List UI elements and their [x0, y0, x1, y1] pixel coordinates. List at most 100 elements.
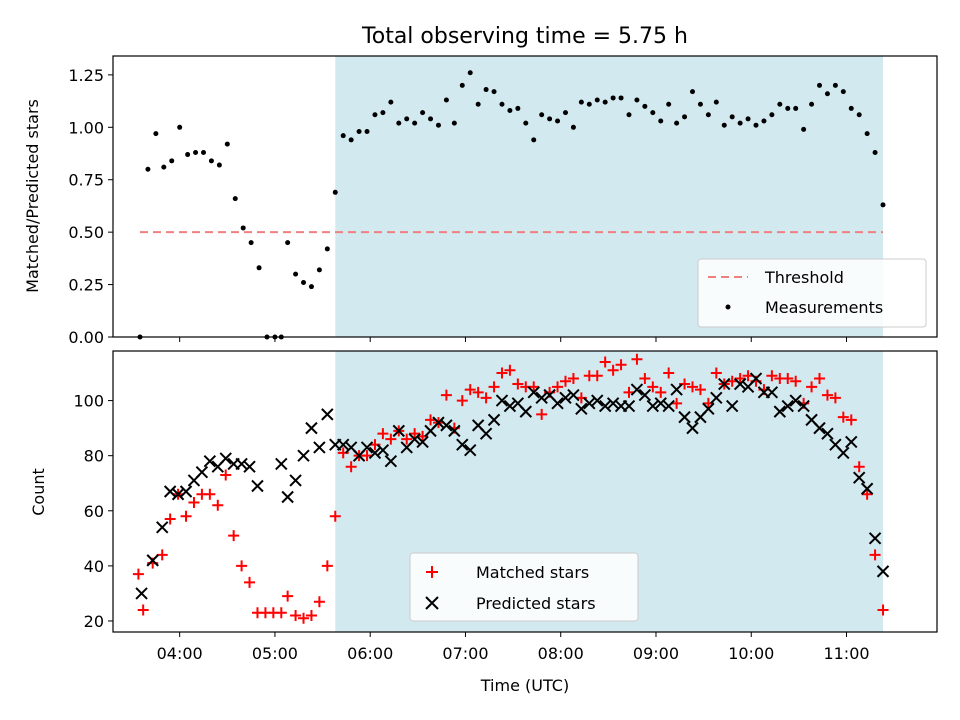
measurement-point — [697, 101, 703, 107]
count-x-ticks: 04:00 05:00 06:00 07:00 08:00 09:00 10:00 11:00 — [157, 632, 870, 663]
predicted-star-point — [813, 421, 826, 435]
predicted-star-point — [630, 383, 644, 396]
y-tick-label: 1.00 — [68, 118, 104, 137]
predicted-star-point — [337, 438, 350, 451]
measurement-point — [232, 196, 238, 202]
predicted-star-point — [575, 402, 588, 416]
predicted-star-point — [416, 435, 429, 449]
measurement-point — [523, 120, 529, 126]
predicted-star-point — [845, 435, 858, 449]
measurement-point — [256, 265, 262, 271]
matched-star-point — [512, 378, 524, 390]
matched-star-point — [821, 389, 833, 401]
measurement-point — [753, 122, 759, 128]
measurement-point — [507, 108, 513, 114]
measurement-point — [467, 70, 473, 76]
matched-legend-label: Matched stars — [476, 563, 589, 582]
predicted-legend-swatch — [425, 596, 439, 610]
y-tick-label: 60 — [84, 502, 104, 521]
measurement-point — [324, 246, 330, 252]
measurement-point — [785, 105, 791, 111]
predicted-star-point — [289, 474, 302, 487]
x-axis-label: Time (UTC) — [480, 676, 569, 695]
x-tick-label: 04:00 — [157, 644, 203, 663]
predicted-star-point — [313, 441, 326, 454]
matched-star-point — [694, 384, 706, 396]
y-tick-label: 1.25 — [68, 66, 104, 85]
predicted-star-point — [868, 532, 882, 545]
matched-star-point — [631, 353, 643, 365]
matched-star-point — [456, 395, 468, 407]
predicted-star-point — [297, 449, 310, 462]
measurement-point — [396, 120, 402, 126]
matched-star-point — [480, 392, 492, 404]
matched-star-point — [726, 375, 738, 387]
predicted-star-point — [408, 432, 421, 446]
measurement-point — [745, 116, 751, 122]
x-tick-label: 05:00 — [252, 644, 298, 663]
predicted-star-point — [535, 391, 548, 405]
predicted-star-point — [773, 405, 787, 418]
matched-star-point — [877, 604, 889, 616]
predicted-star-point — [464, 443, 477, 457]
predicted-star-point — [305, 421, 318, 435]
matched-star-point — [464, 384, 476, 396]
predicted-star-point — [662, 399, 675, 413]
measurement-point — [185, 152, 191, 158]
ratio-legend: Threshold Measurements — [697, 258, 927, 328]
predicted-star-point — [179, 485, 193, 498]
measurement-point — [372, 112, 378, 118]
matched-star-point — [837, 411, 849, 423]
predicted-star-point — [638, 388, 652, 402]
measurement-point — [809, 101, 815, 107]
measurement-point — [340, 133, 346, 139]
predicted-star-point — [789, 394, 802, 407]
ratio-x-ticks — [179, 337, 848, 342]
measurement-point — [729, 114, 735, 120]
matched-star-point — [188, 497, 200, 509]
measurement-point — [388, 99, 394, 105]
matched-star-point — [806, 381, 818, 393]
measurement-point — [428, 116, 434, 122]
matched-star-point — [686, 381, 698, 393]
measurement-point — [610, 95, 616, 101]
ratio-panel: 0.00 0.25 0.50 0.75 1.00 1.25 Matched/Predict… — [23, 55, 938, 347]
measurement-point — [689, 89, 695, 95]
measurement-point — [793, 105, 799, 111]
measurement-point — [626, 112, 632, 118]
measurement-point — [216, 162, 222, 168]
measurement-point — [459, 82, 465, 88]
predicted-star-point — [876, 565, 890, 578]
measurement-point — [177, 124, 183, 130]
matched-star-point — [599, 356, 611, 368]
measurement-point — [491, 89, 497, 95]
predicted-star-point — [559, 391, 572, 405]
predicted-star-point — [235, 457, 248, 471]
matched-star-point — [275, 607, 287, 619]
predicted-star-point — [171, 488, 185, 501]
count-points — [132, 353, 890, 624]
measurement-point — [475, 101, 481, 107]
measurement-point — [602, 99, 608, 105]
measurement-point — [200, 149, 206, 155]
measurement-point — [864, 131, 870, 137]
measurement-point — [674, 120, 680, 126]
measurement-point — [705, 112, 711, 118]
measurement-point — [547, 116, 553, 122]
predicted-star-point — [606, 397, 620, 410]
matched-star-point — [742, 370, 754, 382]
measurement-point — [642, 103, 648, 109]
y-tick-label: 0.25 — [68, 276, 104, 295]
measurement-point — [224, 141, 230, 147]
predicted-star-point — [448, 424, 461, 438]
measurement-point — [356, 128, 362, 134]
measurement-point — [412, 120, 418, 126]
measurement-point — [840, 89, 846, 95]
predicted-star-point — [765, 386, 779, 399]
predicted-star-point — [837, 446, 850, 460]
ratio-y-axis-label: Matched/Predicted stars — [23, 99, 42, 293]
measurement-point — [193, 149, 199, 155]
measurement-point — [824, 91, 830, 97]
predicted-legend-label: Predicted stars — [476, 594, 596, 613]
threshold-legend-label: Threshold — [764, 268, 844, 287]
